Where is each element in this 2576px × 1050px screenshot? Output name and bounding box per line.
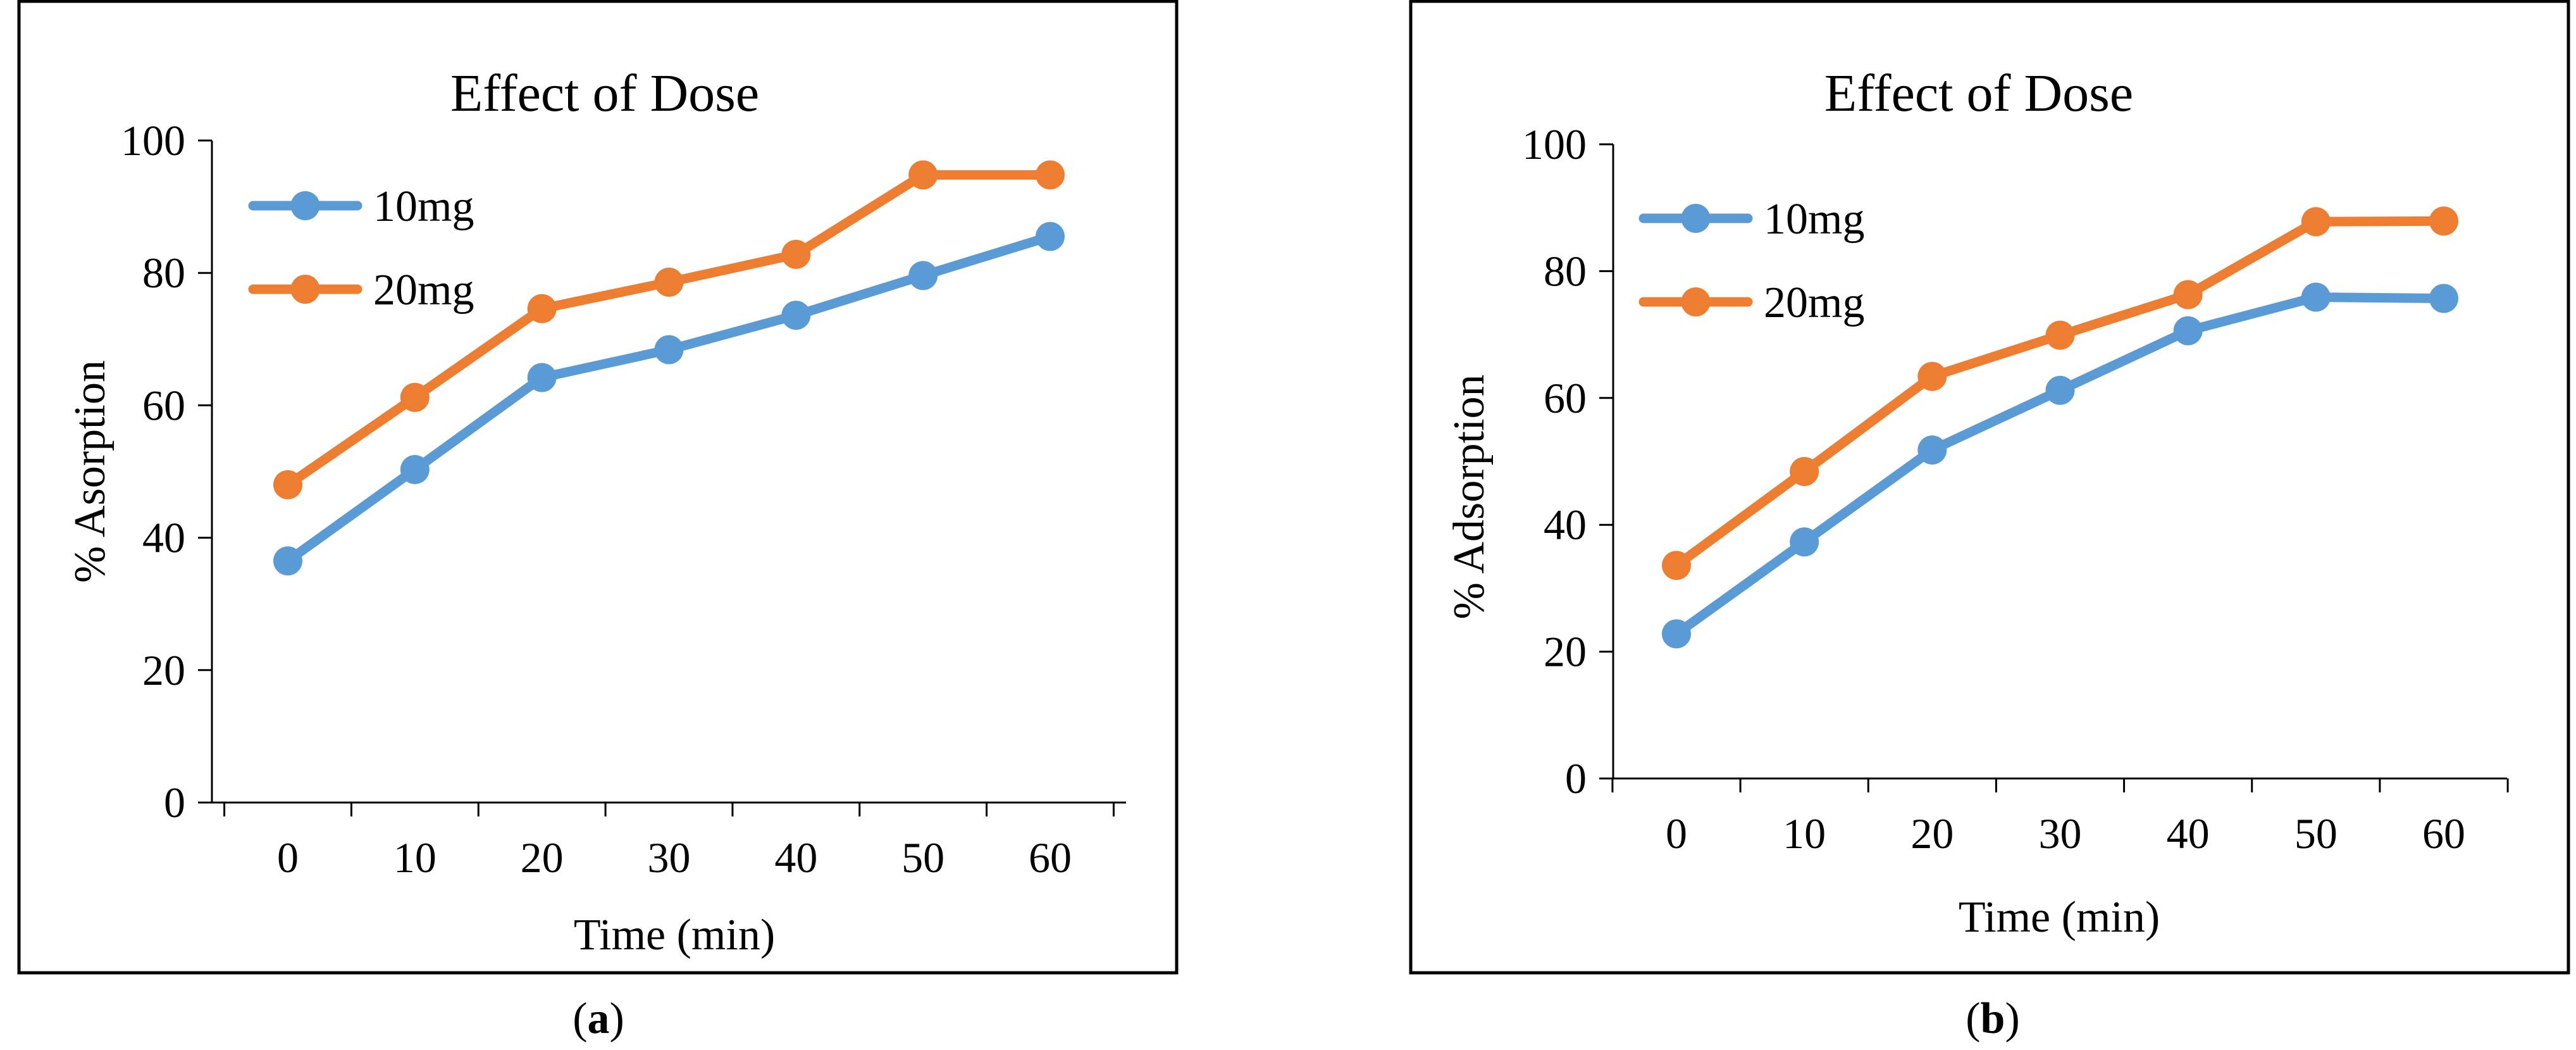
data-point-10mg [2173, 316, 2203, 346]
legend-label-20mg: 20mg [1764, 278, 1864, 327]
data-point-20mg [1790, 457, 1819, 487]
x-tick-label: 40 [2167, 809, 2210, 858]
x-tick-label: 0 [277, 834, 299, 882]
y-tick-label: 100 [1522, 120, 1587, 168]
data-point-10mg [781, 301, 811, 330]
legend: 10mg 20mg [1638, 195, 1864, 327]
legend-label-10mg: 10mg [373, 182, 474, 231]
legend-marker-10mg [1681, 204, 1711, 233]
data-point-20mg [1036, 160, 1065, 190]
plot-area: 0 20 40 60 80 100 0 10 20 30 40 50 60 [1522, 120, 2509, 858]
y-tick-label: 80 [142, 249, 185, 297]
x-tick-label: 60 [1029, 834, 1072, 882]
y-tick-label: 40 [142, 514, 185, 562]
chart-panel-a: Effect of Dose Time (min) % Asorption 0 2… [17, 0, 1179, 1043]
data-point-10mg [2429, 284, 2458, 313]
x-tick-label: 10 [393, 834, 437, 882]
y-axis-label: % Asorption [66, 360, 115, 583]
x-tick-label: 30 [2039, 809, 2082, 858]
chart-frame [17, 0, 1179, 975]
caption-b: (b) [1966, 994, 2020, 1043]
x-tick-label: 40 [774, 834, 817, 882]
plot-area: 0 20 40 60 80 100 0 10 20 30 40 50 60 [121, 116, 1126, 882]
caption-letter: b [1981, 994, 2005, 1043]
y-tick-label: 60 [142, 381, 185, 429]
caption-a: (a) [573, 994, 624, 1043]
legend-label-10mg: 10mg [1764, 195, 1864, 244]
x-tick-label: 20 [521, 834, 564, 882]
data-point-10mg [1036, 222, 1065, 251]
data-point-20mg [2429, 206, 2458, 236]
data-point-20mg [400, 382, 430, 412]
x-axis-label: Time (min) [1959, 893, 2160, 942]
legend-marker-20mg [1681, 287, 1711, 316]
data-point-20mg [2301, 207, 2331, 237]
y-tick-label: 100 [121, 116, 185, 165]
data-point-20mg [273, 470, 302, 499]
data-point-10mg [2045, 375, 2075, 405]
x-tick-label: 50 [901, 834, 944, 882]
caption-open: ( [1966, 994, 1980, 1043]
caption-close: ) [610, 994, 624, 1043]
y-tick-label: 80 [1544, 247, 1587, 295]
y-tick-label: 0 [164, 778, 185, 827]
y-tick-label: 20 [1544, 628, 1587, 676]
x-tick-label: 0 [1666, 809, 1687, 858]
data-point-20mg [1662, 551, 1691, 580]
data-point-20mg [2173, 280, 2203, 309]
y-tick-label: 0 [1565, 754, 1587, 803]
x-tick-label: 20 [1910, 809, 1954, 858]
y-tick-label: 40 [1544, 501, 1587, 549]
data-point-20mg [2045, 320, 2075, 350]
data-point-10mg [654, 335, 684, 365]
data-point-10mg [527, 363, 557, 392]
data-point-20mg [527, 294, 557, 323]
legend: 10mg 20mg [248, 182, 474, 315]
y-tick-label: 60 [1544, 374, 1587, 422]
data-point-20mg [781, 239, 811, 269]
data-point-20mg [654, 267, 684, 297]
chart-panel-b: Effect of Dose Time (min) % Adsorption 0… [1409, 0, 2570, 1043]
caption-close: ) [2005, 994, 2019, 1043]
legend-marker-20mg [290, 275, 320, 304]
y-tick-label: 20 [142, 646, 185, 694]
x-tick-label: 50 [2294, 809, 2338, 858]
data-point-10mg [908, 261, 938, 291]
chart-title: Effect of Dose [450, 64, 759, 123]
data-point-10mg [1662, 619, 1691, 649]
data-point-10mg [273, 546, 302, 576]
caption-letter: a [588, 994, 610, 1043]
chart-frame [1409, 0, 2570, 975]
legend-marker-10mg [290, 191, 320, 220]
data-point-10mg [2301, 282, 2331, 312]
chart-title: Effect of Dose [1824, 64, 2133, 123]
caption-open: ( [573, 994, 587, 1043]
data-point-20mg [908, 160, 938, 190]
x-tick-label: 30 [648, 834, 691, 882]
x-axis-label: Time (min) [574, 911, 775, 959]
x-tick-label: 60 [2422, 809, 2465, 858]
data-point-20mg [1917, 361, 1947, 391]
x-tick-label: 10 [1783, 809, 1826, 858]
data-point-10mg [1790, 527, 1819, 557]
y-axis-label: % Adsorption [1445, 375, 1494, 620]
data-point-10mg [1917, 435, 1947, 465]
legend-label-20mg: 20mg [373, 266, 474, 315]
data-point-10mg [400, 454, 430, 484]
